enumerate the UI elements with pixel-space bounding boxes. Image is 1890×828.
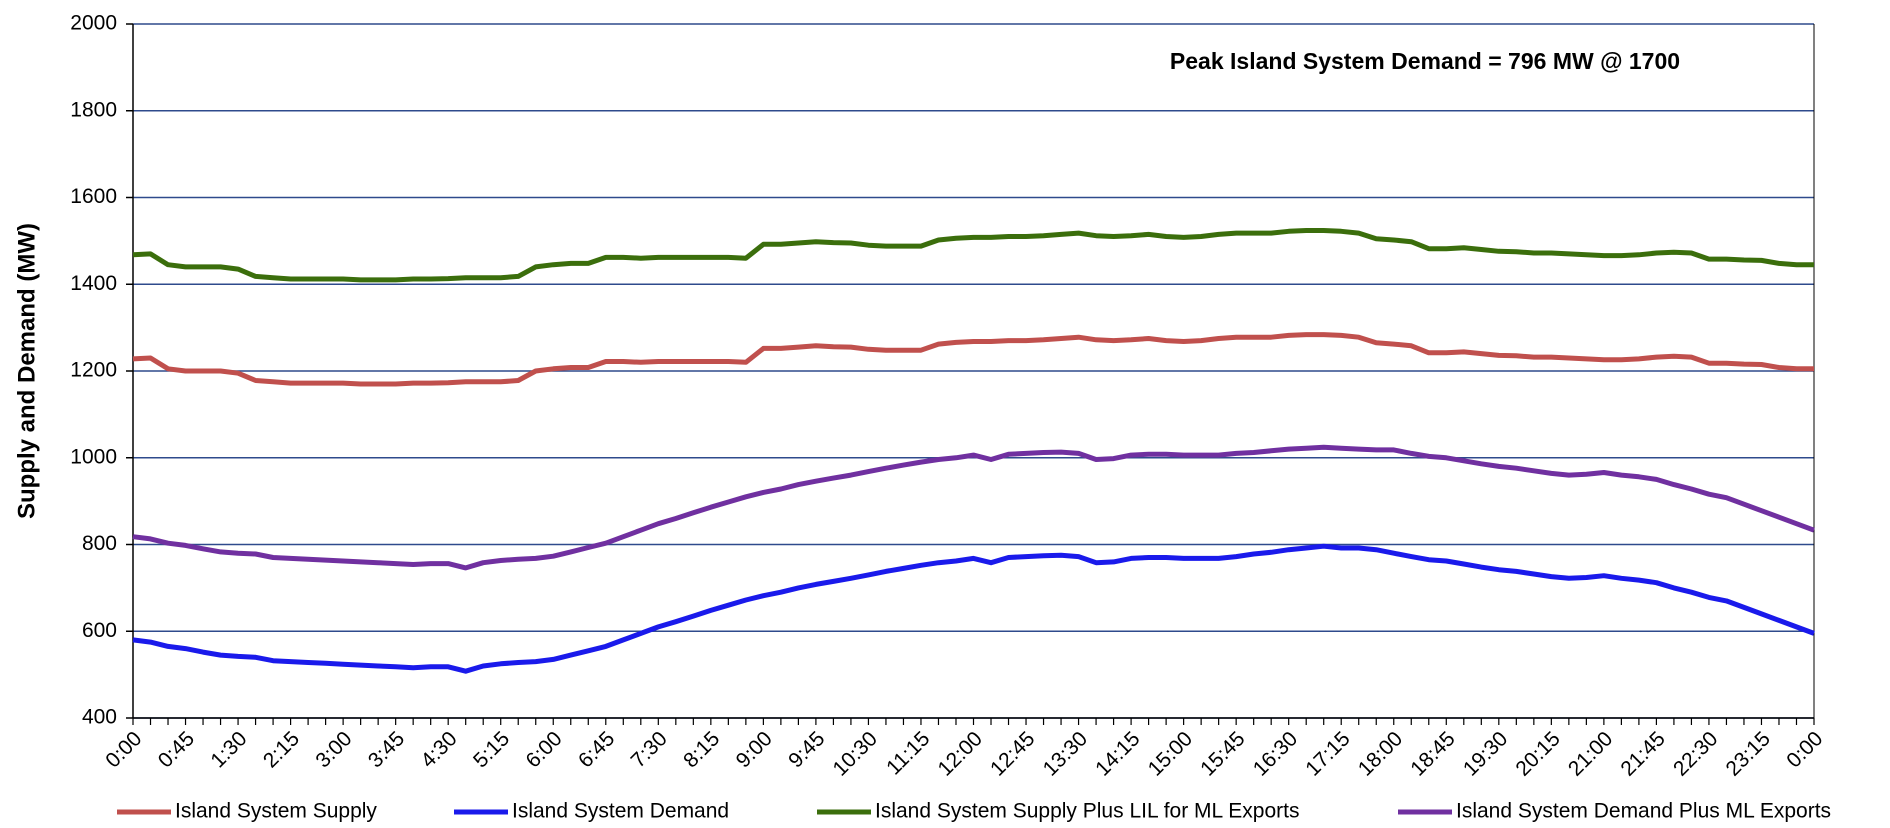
x-tick-label: 16:30 (1249, 727, 1302, 780)
legend-label: Island System Demand Plus ML Exports (1456, 800, 1831, 823)
y-tick-label: 400 (82, 706, 117, 729)
x-tick-label: 21:00 (1564, 727, 1617, 780)
x-tick-label: 15:45 (1196, 727, 1249, 780)
x-tick-label: 9:00 (732, 727, 777, 772)
x-tick-label: 14:15 (1091, 727, 1144, 780)
x-tick-label: 0:00 (1782, 727, 1827, 772)
x-tick-label: 9:45 (784, 727, 829, 772)
x-tick-label: 0:45 (154, 727, 199, 772)
y-tick-label: 1000 (70, 445, 117, 468)
y-tick-label: 800 (82, 532, 117, 555)
y-tick-label: 1200 (70, 359, 117, 382)
x-tick-label: 22:30 (1669, 727, 1722, 780)
x-tick-label: 20:15 (1511, 727, 1564, 780)
x-tick-label: 23:15 (1721, 727, 1774, 780)
x-tick-label: 19:30 (1459, 727, 1512, 780)
x-tick-label: 18:45 (1406, 727, 1459, 780)
x-tick-label: 12:45 (986, 727, 1039, 780)
x-tick-label: 4:30 (416, 727, 461, 772)
series-line (132, 543, 1815, 674)
y-tick-label: 2000 (70, 12, 117, 35)
x-tick-label: 21:45 (1616, 727, 1669, 780)
y-tick-label: 1800 (70, 98, 117, 121)
x-tick-label: 12:00 (934, 727, 987, 780)
legend-label: Island System Supply (175, 800, 377, 823)
y-tick-label: 1600 (70, 185, 117, 208)
x-tick-label: 1:30 (206, 727, 251, 772)
x-tick-label: 6:45 (574, 727, 619, 772)
x-tick-label: 5:15 (469, 727, 514, 772)
x-tick-label: 11:15 (882, 727, 934, 779)
legend-label: Island System Demand (512, 800, 729, 823)
x-tick-label: 18:00 (1354, 727, 1407, 780)
x-tick-label: 2:15 (259, 727, 304, 772)
x-tick-label: 0:00 (101, 727, 146, 772)
legend-label: Island System Supply Plus LIL for ML Exp… (875, 800, 1299, 823)
x-tick-label: 8:15 (679, 727, 724, 772)
y-axis-label: Supply and Demand (MW) (13, 223, 40, 519)
x-tick-label: 17:15 (1301, 727, 1354, 780)
x-tick-label: 10:30 (828, 727, 881, 780)
annotation: Peak Island System Demand = 796 MW @ 170… (1170, 48, 1680, 74)
y-tick-label: 600 (82, 619, 117, 642)
series-line (132, 332, 1814, 387)
x-tick-label: 6:00 (522, 727, 567, 772)
series-line (132, 444, 1815, 571)
x-tick-label: 3:45 (364, 727, 409, 772)
series-line (132, 228, 1814, 283)
x-tick-label: 3:00 (311, 727, 356, 772)
y-tick-label: 1400 (70, 272, 117, 295)
x-tick-label: 7:30 (627, 727, 672, 772)
x-tick-label: 15:00 (1144, 727, 1197, 780)
x-tick-label: 13:30 (1039, 727, 1092, 780)
